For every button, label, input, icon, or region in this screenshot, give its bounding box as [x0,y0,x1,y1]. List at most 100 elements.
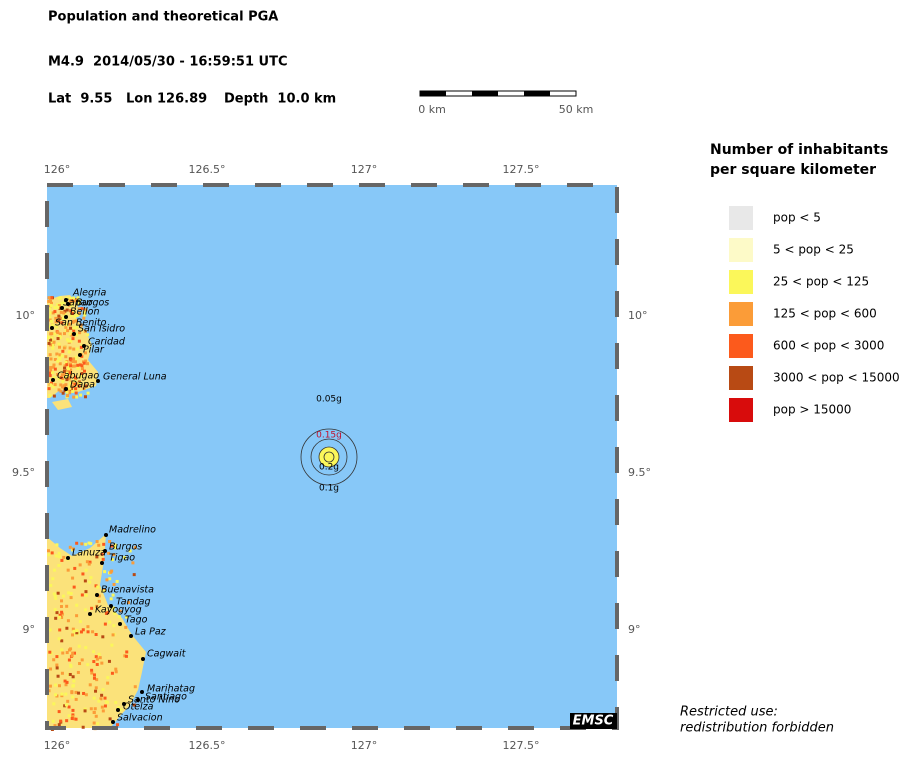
city-dot [82,344,86,348]
pop-cell [58,332,62,336]
pop-cell [75,541,79,545]
pop-cell [110,558,114,562]
city-label: Dapa [70,380,95,391]
pop-cell [47,689,51,693]
pop-cell [83,395,87,399]
pop-cell [84,384,88,388]
pop-cell [68,299,72,303]
pop-cell [78,563,82,567]
pop-cell [65,719,69,723]
pop-cell [110,544,114,548]
pop-cell [65,323,69,327]
pop-cell [57,388,61,392]
pop-cell [58,628,62,632]
pop-cell [53,608,57,612]
pop-cell [123,556,127,560]
pop-cell [66,568,70,572]
pop-cell [99,697,103,701]
pop-cell [76,366,80,370]
pop-cell [66,699,70,703]
pop-cell [83,351,87,355]
pop-cell [123,654,127,658]
pop-cell [87,562,91,566]
pop-cell [77,301,81,305]
lat-label: 9.5° [628,466,651,479]
pop-cell [87,541,91,545]
pop-cell [49,357,53,361]
pop-cell [53,594,57,598]
pop-cell [47,299,51,303]
pop-cell [71,675,75,679]
pop-cell [113,612,117,616]
pop-cell [57,563,61,567]
pop-cell [81,725,85,729]
city-label: Burgos [76,298,109,309]
pop-cell [60,615,64,619]
pop-cell [84,593,88,597]
pop-cell [68,545,72,549]
pop-cell [73,379,77,383]
city-dot [140,690,144,694]
lat-label: 10° [16,309,36,322]
pop-cell [109,570,113,574]
pop-cell [73,651,77,655]
pop-cell [59,389,63,393]
pop-cell [80,364,84,368]
city-label: San Benito [55,318,107,329]
pop-cell [52,592,56,596]
pop-cell [71,385,75,389]
pop-cell [73,299,77,303]
pop-cell [60,612,64,616]
pop-cell [66,367,70,371]
pga-label: 0.15g [316,431,342,441]
pop-cell [55,655,59,659]
city-dot [64,298,68,302]
city-dot [95,593,99,597]
pop-cell [89,707,93,711]
pop-cell [59,719,63,723]
pop-cell [68,332,72,336]
map-frame [45,183,619,730]
pop-cell [71,684,75,688]
pop-cell [61,377,65,381]
pop-cell [110,643,114,647]
pop-cell [113,546,117,550]
pop-cell [58,613,62,617]
pop-cell [73,315,77,319]
pop-cell [95,604,99,608]
pop-cell [74,697,78,701]
pop-cell [97,599,101,603]
pop-cell [73,382,77,386]
city-dot [96,379,100,383]
city-label: Kayogyog [95,605,142,616]
pop-cell [69,303,73,307]
pop-cell [48,650,52,654]
pop-cell [97,652,101,656]
pop-cell [74,717,78,721]
pop-cell [60,639,64,643]
city-label: Santo Nino [128,695,180,706]
pop-cell [86,333,90,337]
pop-cell [54,596,58,600]
pop-cell [82,691,86,695]
city-label: Tigao [109,553,135,564]
pop-cell [50,319,54,323]
pop-cell [112,553,116,557]
pop-cell [101,709,105,713]
legend-swatch [729,206,753,230]
pop-cell [50,381,54,385]
pop-cell [70,716,74,720]
pop-cell [75,314,79,318]
pop-cell [84,590,88,594]
pop-cell [101,635,105,639]
pop-cell [90,668,94,672]
pop-cell [54,325,58,329]
pop-cell [71,576,75,580]
city-dot [111,720,115,724]
pop-cell [94,655,98,659]
pop-cell [75,325,79,329]
pop-cell [100,661,104,665]
pop-cell [58,362,62,366]
pop-cell [94,584,98,588]
pop-cell [61,316,65,320]
